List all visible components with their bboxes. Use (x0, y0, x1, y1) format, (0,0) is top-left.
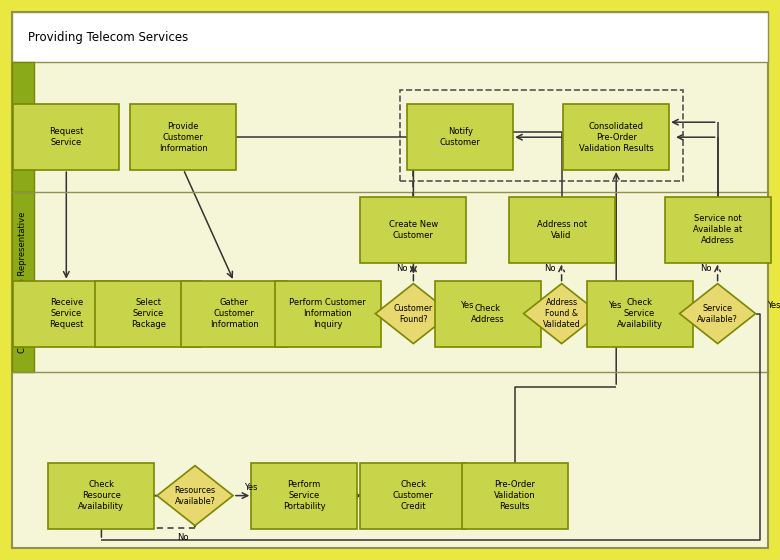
Text: Create New
Customer: Create New Customer (388, 220, 438, 240)
FancyBboxPatch shape (360, 197, 466, 263)
Text: Check
Customer
Credit: Check Customer Credit (393, 480, 434, 511)
Text: Address not
Valid: Address not Valid (537, 220, 587, 240)
Text: Customer
Found?: Customer Found? (394, 304, 433, 324)
Text: Select
Service
Package: Select Service Package (131, 298, 165, 329)
Text: Perform
Service
Portability: Perform Service Portability (283, 480, 325, 511)
Text: Notify
Customer: Notify Customer (440, 127, 480, 147)
FancyBboxPatch shape (407, 104, 513, 170)
Bar (12, 62, 34, 192)
Text: No: No (395, 264, 407, 273)
FancyBboxPatch shape (665, 197, 771, 263)
Text: Yes: Yes (244, 483, 257, 492)
Text: Customer: Customer (18, 103, 28, 151)
Bar (12, 192, 34, 372)
Text: Providing Telecom Services: Providing Telecom Services (28, 30, 188, 44)
FancyBboxPatch shape (434, 281, 541, 347)
Text: Gather
Customer
Information: Gather Customer Information (210, 298, 258, 329)
FancyBboxPatch shape (509, 197, 615, 263)
Text: Provide
Customer
Information: Provide Customer Information (159, 122, 207, 153)
FancyBboxPatch shape (130, 104, 236, 170)
Bar (400, 90, 683, 181)
FancyBboxPatch shape (563, 104, 669, 170)
Text: Perform Customer
Information
Inquiry: Perform Customer Information Inquiry (289, 298, 366, 329)
Text: Check
Resource
Availability: Check Resource Availability (79, 480, 124, 511)
FancyBboxPatch shape (13, 281, 119, 347)
FancyBboxPatch shape (13, 104, 119, 170)
FancyBboxPatch shape (275, 281, 381, 347)
Text: Check
Address: Check Address (470, 304, 505, 324)
Polygon shape (679, 283, 756, 344)
FancyBboxPatch shape (462, 463, 568, 529)
Text: No: No (700, 264, 711, 273)
Text: Yes: Yes (459, 301, 473, 310)
Text: Resources
Available?: Resources Available? (175, 486, 215, 506)
Text: Service not
Available at
Address: Service not Available at Address (693, 214, 743, 245)
Polygon shape (157, 465, 233, 526)
FancyBboxPatch shape (587, 281, 693, 347)
Bar (12, 12, 768, 62)
Text: Receive
Service
Request: Receive Service Request (49, 298, 83, 329)
Text: Service
Available?: Service Available? (697, 304, 738, 324)
Text: Request
Service: Request Service (49, 127, 83, 147)
Text: Address
Found &
Validated: Address Found & Validated (543, 298, 580, 329)
Text: Yes: Yes (767, 301, 780, 310)
Text: No: No (177, 533, 189, 542)
Text: Pre-Order
Validation
Results: Pre-Order Validation Results (494, 480, 536, 511)
Text: Customer Service Representative: Customer Service Representative (19, 211, 27, 353)
Polygon shape (523, 283, 600, 344)
FancyBboxPatch shape (95, 281, 201, 347)
FancyBboxPatch shape (251, 463, 357, 529)
Text: Consolidated
Pre-Order
Validation Results: Consolidated Pre-Order Validation Result… (579, 122, 654, 153)
Text: No: No (544, 264, 555, 273)
Polygon shape (375, 283, 452, 344)
FancyBboxPatch shape (181, 281, 287, 347)
FancyBboxPatch shape (360, 463, 466, 529)
Text: Check
Service
Availability: Check Service Availability (617, 298, 662, 329)
Text: Yes: Yes (608, 301, 622, 310)
FancyBboxPatch shape (48, 463, 154, 529)
